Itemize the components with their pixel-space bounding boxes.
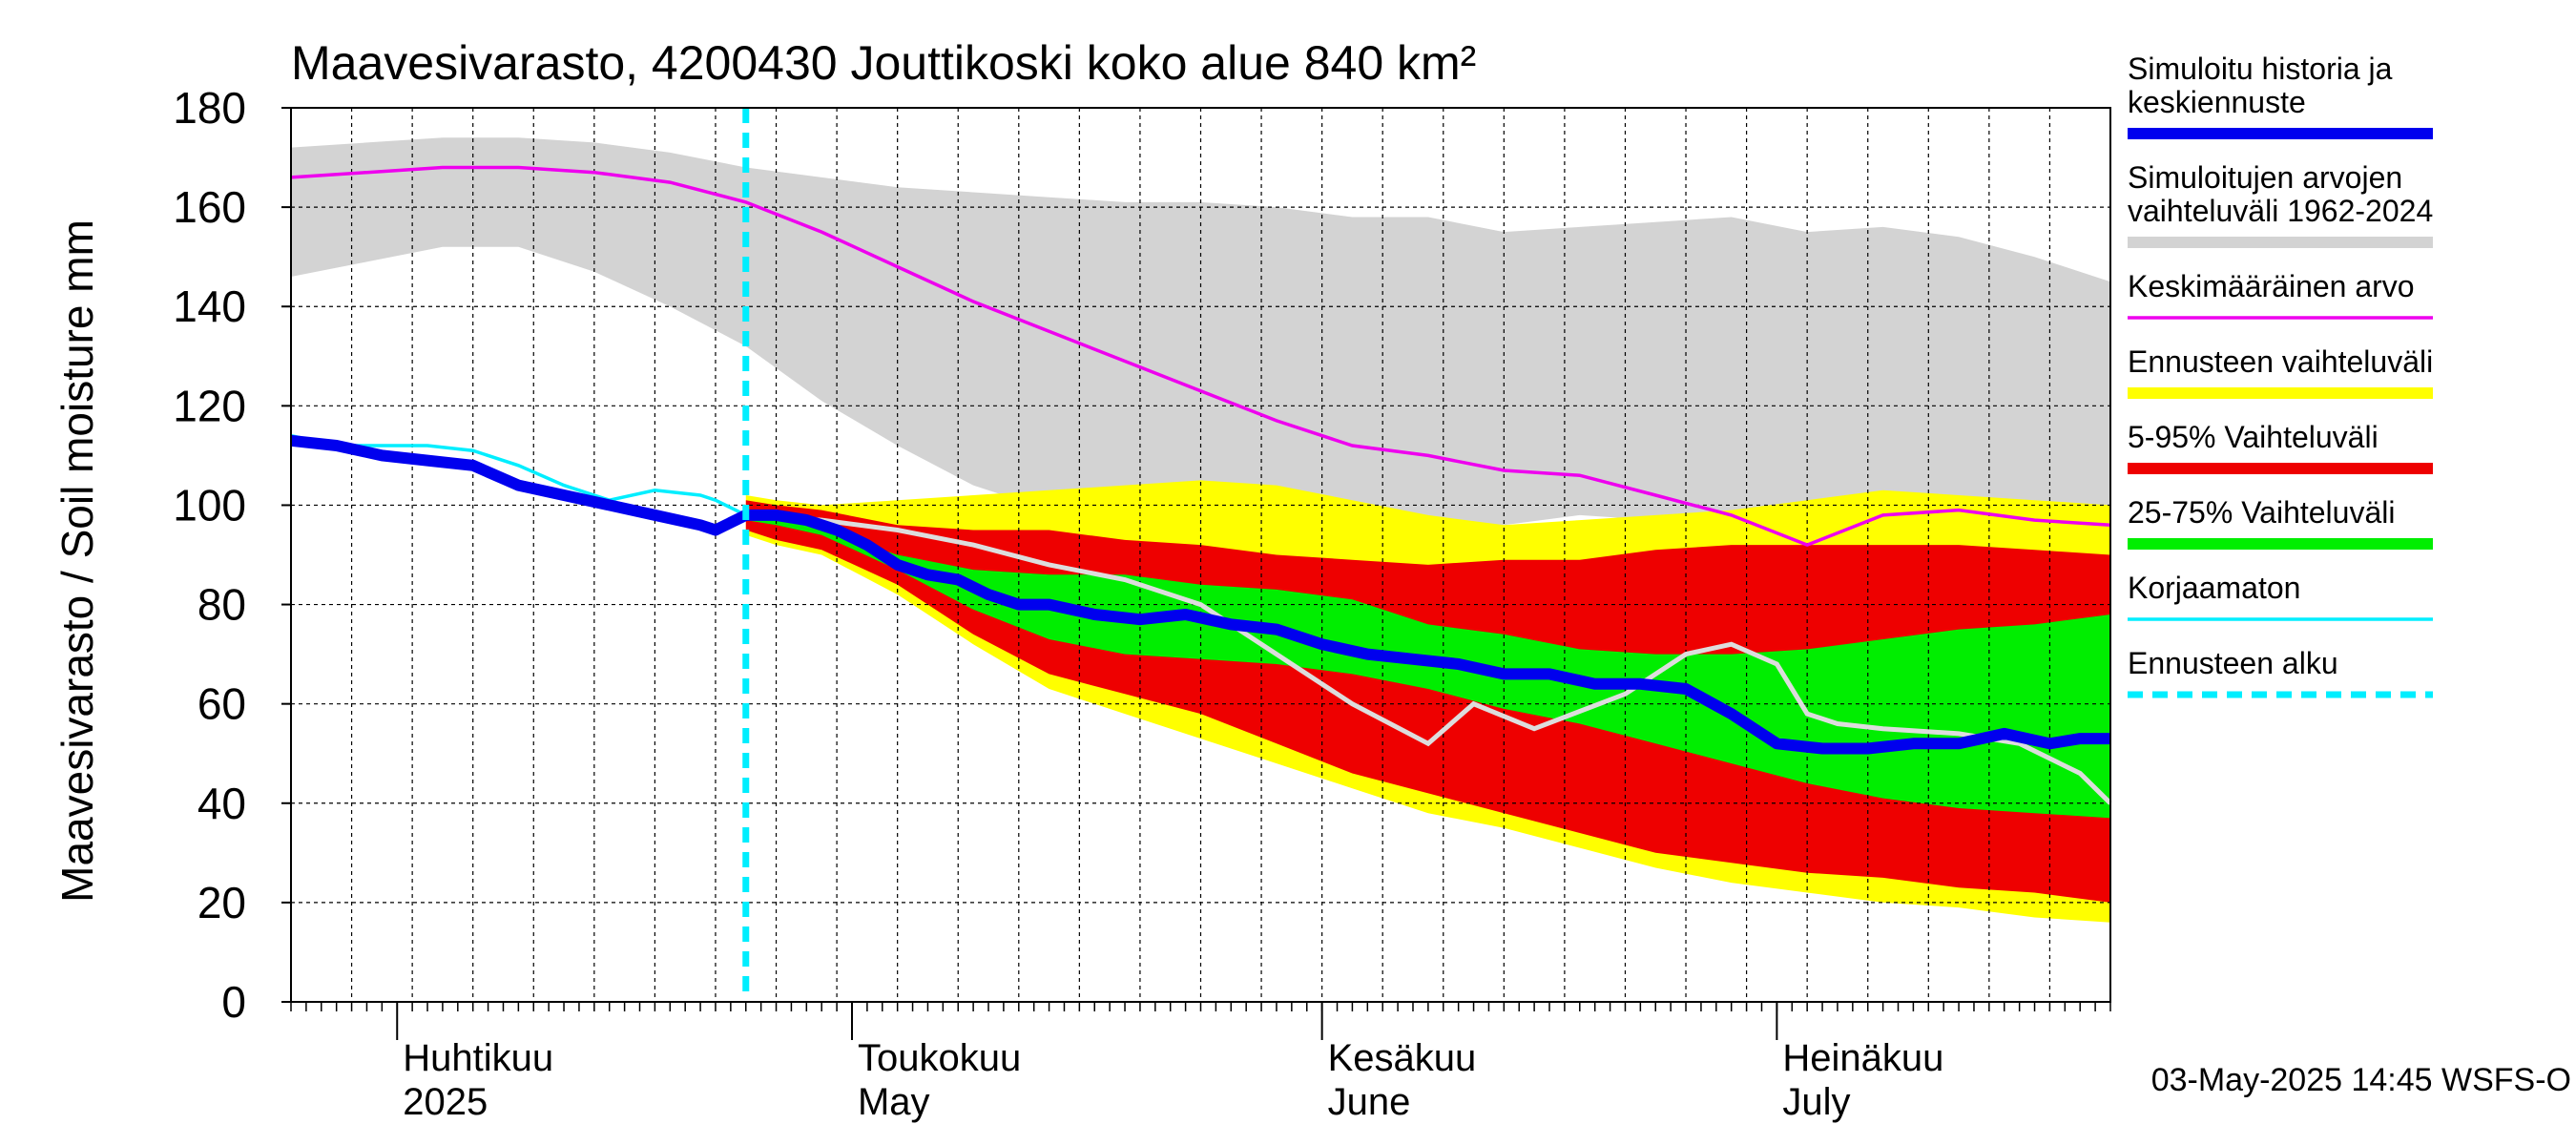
legend-label: Korjaamaton [2128, 571, 2300, 605]
history-line [290, 434, 2110, 755]
footer-timestamp: 03-May-2025 14:45 WSFS-O [2151, 1062, 2571, 1098]
y-tick-label: 80 [197, 580, 246, 630]
uncorrected-line [290, 433, 747, 517]
series-lines-layer [290, 108, 2112, 1002]
axes-layer [290, 107, 2111, 1040]
legend-label: 25-75% Vaihteluväli [2128, 495, 2395, 530]
y-tick-label: 0 [221, 977, 246, 1027]
legend-label: Ennusteen alku [2128, 646, 2338, 680]
x-month-label: Heinäkuu [1782, 1037, 1943, 1079]
legend-label: Simuloitujen arvojen [2128, 160, 2402, 195]
x-month-label-en: 2025 [403, 1081, 488, 1123]
y-tick-label: 180 [173, 83, 246, 133]
y-tick-label: 140 [173, 281, 246, 331]
legend-label: Keskimääräinen arvo [2128, 269, 2415, 303]
legend-label: keskiennuste [2128, 85, 2306, 119]
x-month-label-en: May [858, 1081, 930, 1123]
y-axis-label: Maavesivarasto / Soil moisture mm [52, 219, 102, 903]
gray-line [745, 512, 2112, 805]
y-tick-label: 120 [173, 381, 246, 430]
y-tick-label: 160 [173, 182, 246, 232]
legend-label: vaihteluväli 1962-2024 [2128, 194, 2433, 228]
x-month-label: Kesäkuu [1328, 1037, 1477, 1079]
y-tick-label: 20 [197, 878, 246, 927]
legend-label: Simuloitu historia ja [2128, 52, 2393, 86]
mean-line [290, 165, 2111, 547]
chart-title: Maavesivarasto, 4200430 Jouttikoski koko… [291, 36, 1476, 90]
x-month-label: Toukokuu [858, 1037, 1021, 1079]
y-tick-label: 100 [173, 480, 246, 530]
x-month-label-en: June [1328, 1081, 1411, 1123]
legend-label: 5-95% Vaihteluväli [2128, 420, 2379, 454]
y-tick-label: 60 [197, 679, 246, 729]
x-month-label: Huhtikuu [403, 1037, 553, 1079]
y-tick-labels: 0 20 40 60 80 100 120 140 160 180 [173, 83, 291, 1027]
legend-label: Ennusteen vaihteluväli [2128, 344, 2433, 379]
x-month-label-en: July [1782, 1081, 1850, 1123]
y-tick-label: 40 [197, 779, 246, 828]
